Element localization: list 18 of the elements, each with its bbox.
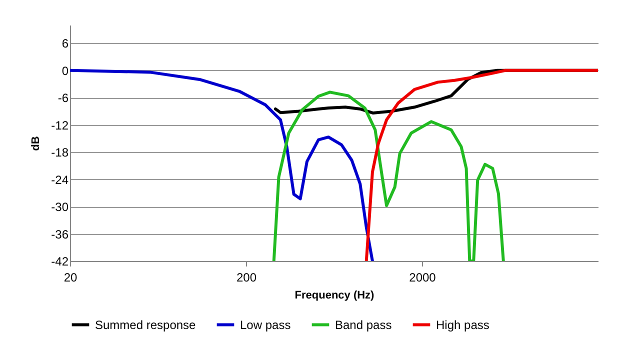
y-tick-label: -42 — [51, 254, 69, 268]
y-tick-label: 6 — [62, 36, 69, 51]
x-axis-title: Frequency (Hz) — [294, 290, 375, 302]
y-tick-label: -36 — [51, 227, 69, 242]
legend-label: Low pass — [240, 318, 291, 332]
y-tick-label: -12 — [51, 118, 69, 132]
y-tick-label: -18 — [51, 146, 69, 160]
y-tick-label: -6 — [58, 91, 69, 106]
legend-label: Band pass — [335, 318, 392, 332]
y-tick-label: -30 — [51, 200, 69, 214]
legend-label: Summed response — [95, 318, 196, 332]
y-tick-label: 0 — [62, 64, 69, 78]
legend-label: High pass — [436, 318, 490, 332]
y-axis-title: dB — [30, 136, 42, 151]
x-tick-label: 2000 — [409, 270, 436, 284]
x-tick-label: 200 — [236, 270, 257, 284]
x-tick-label: 20 — [64, 270, 78, 284]
y-tick-label: -24 — [51, 172, 69, 187]
